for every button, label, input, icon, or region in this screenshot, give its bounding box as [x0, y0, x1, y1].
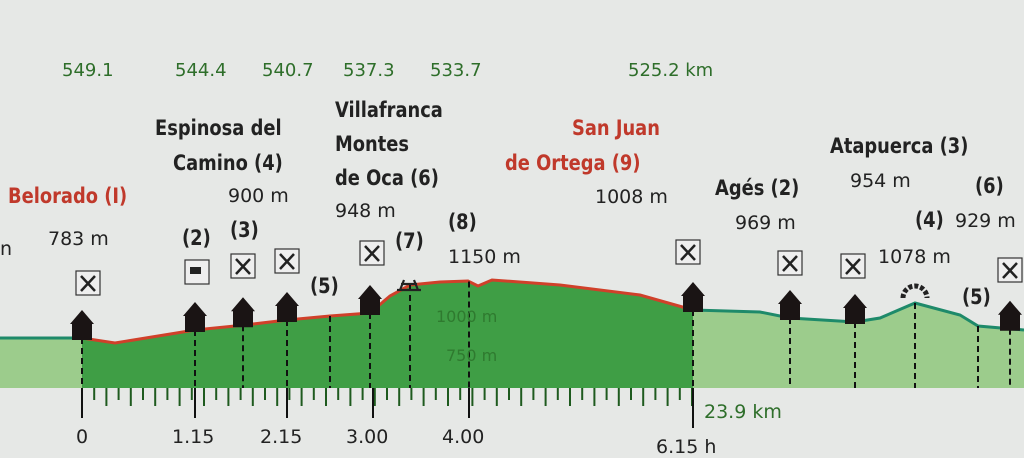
- place-elevation: 783 m: [48, 228, 109, 250]
- knife-fork-icon: [364, 245, 380, 262]
- restaurant-icon: [230, 253, 256, 279]
- waypoint-label: (2): [182, 226, 211, 250]
- hostel-icon: [843, 294, 867, 324]
- waypoint-label: (6): [975, 174, 1004, 198]
- hostel-icon: [681, 282, 705, 312]
- next-stage-line: [692, 301, 1024, 332]
- place-name: San Juan: [572, 116, 660, 140]
- picnic-icon: [397, 279, 421, 292]
- knife-fork-icon: [80, 275, 96, 292]
- elevation-axis-label: 750 m: [446, 346, 498, 365]
- time-tick-label: 0: [76, 426, 89, 448]
- knife-fork-icon: [1002, 262, 1018, 279]
- knife-fork-icon: [680, 244, 696, 261]
- knife-fork-icon: [279, 253, 295, 270]
- hostel-icon: [778, 290, 802, 320]
- hostel-icon: [231, 297, 255, 328]
- km-marker: 544.4: [175, 60, 227, 81]
- waypoint-label: (4): [915, 208, 944, 232]
- knife-fork-icon: [782, 255, 798, 272]
- km-marker: 525.2 km: [628, 60, 714, 81]
- place-elevation: 969 m: [735, 212, 796, 234]
- previous-stage-area: [0, 338, 82, 388]
- place-name: Espinosa del: [155, 116, 282, 140]
- km-marker: 549.1: [62, 60, 114, 81]
- place-name: Atapuerca (3): [830, 134, 969, 158]
- time-tick-label: 1.15: [172, 426, 215, 448]
- viewpoint-icon: [900, 283, 930, 299]
- time-tick-label: 6.15 h: [656, 436, 717, 458]
- hostel-icon: [998, 300, 1022, 331]
- knife-fork-icon: [845, 258, 861, 275]
- time-tick-label: 4.00: [442, 426, 485, 448]
- cup-icon: [190, 267, 201, 274]
- time-tick-label: 3.00: [346, 426, 389, 448]
- cut-label: n: [0, 238, 13, 260]
- distance-label: 23.9 km: [704, 401, 782, 423]
- waypoint-elevation: 1150 m: [448, 246, 521, 268]
- elevation-axis-label: 1000 m: [436, 307, 498, 326]
- place-name: Camino (4): [173, 151, 283, 175]
- place-name: Agés (2): [715, 176, 800, 200]
- place-name: Belorado (I): [8, 184, 128, 208]
- place-name: Villafranca: [335, 98, 443, 122]
- place-name: de Oca (6): [335, 166, 439, 190]
- hostel-icon: [183, 302, 207, 332]
- waypoint-elevation: 1078 m: [878, 246, 951, 268]
- place-name: de Ortega (9): [505, 151, 641, 175]
- hostel-icon: [275, 292, 299, 322]
- km-marker: 540.7: [262, 60, 314, 81]
- hostel-icon: [70, 310, 94, 340]
- hostel-icon: [358, 285, 382, 315]
- stage-area: [82, 280, 693, 388]
- restaurant-icon: [777, 250, 803, 276]
- km-marker: 533.7: [430, 60, 482, 81]
- place-elevation: 954 m: [850, 170, 911, 192]
- waypoint-label: (5): [962, 285, 991, 309]
- time-tick-label: 2.15: [260, 426, 303, 448]
- place-elevation: 900 m: [228, 185, 289, 207]
- waypoint-label: (3): [230, 218, 259, 242]
- place-elevation: 1008 m: [595, 186, 668, 208]
- place-name: Montes: [335, 132, 410, 156]
- waypoint-label: (5): [310, 274, 339, 298]
- knife-fork-icon: [235, 258, 251, 275]
- place-elevation: 948 m: [335, 200, 396, 222]
- waypoint-elevation: 929 m: [955, 210, 1016, 232]
- waypoint-label: (7): [395, 229, 424, 253]
- waypoint-label: (8): [448, 210, 477, 234]
- next-stage-area: [693, 303, 1024, 388]
- km-marker: 537.3: [343, 60, 395, 81]
